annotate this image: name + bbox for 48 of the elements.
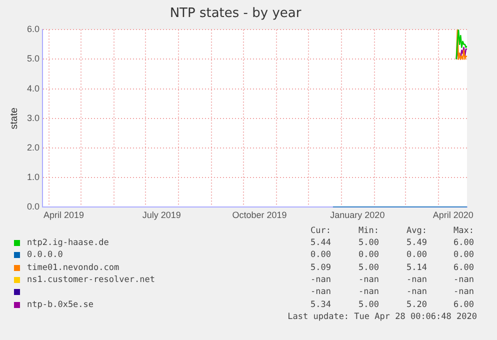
text: 5.00: [358, 300, 379, 310]
legend-label: time01.nevondo.com: [27, 262, 120, 273]
y-tick-label: 0.0: [26, 202, 40, 212]
y-tick-label: 2.0: [26, 142, 40, 152]
x-tick-label: October 2019: [232, 210, 287, 220]
text: 5.49: [406, 238, 427, 248]
text: 5.09: [310, 262, 331, 273]
text: 0.00: [452, 250, 474, 260]
text: Cur:: [310, 226, 331, 236]
text: 0.00: [358, 250, 379, 260]
text: 0.00: [406, 250, 427, 260]
text: 5.44: [310, 238, 331, 248]
text: -nan: [452, 287, 474, 298]
text: 6.00: [452, 262, 474, 273]
text: 5.00: [358, 238, 379, 248]
text: 5.00: [358, 262, 379, 273]
text: Last update: Tue Apr 28 00:06:48 2020: [288, 312, 477, 322]
x-tick-label: January 2020: [330, 210, 385, 220]
y-tick-label: 1.0: [26, 172, 40, 182]
legend-label: ns1.customer-resolver.net: [27, 274, 155, 285]
text: 5.20: [406, 300, 427, 310]
y-tick-label: 6.0: [26, 24, 40, 34]
y-axis-title: state: [8, 107, 20, 130]
text: 5.14: [406, 262, 427, 273]
text: Max:: [452, 226, 474, 236]
legend-label: ntp-b.0x5e.se: [27, 300, 94, 310]
text: -nan: [406, 287, 427, 298]
text: 6.00: [452, 300, 474, 310]
text: -nan: [358, 274, 379, 285]
text: -nan: [310, 287, 331, 298]
y-tick-label: 3.0: [26, 112, 40, 123]
x-tick-label: April 2019: [44, 210, 84, 220]
legend-label: 0.0.0.0: [27, 250, 63, 260]
text: -nan: [310, 274, 331, 285]
text: -nan: [452, 274, 474, 285]
y-tick-label: 4.0: [26, 83, 40, 94]
legend-label: ntp2.ig-haase.de: [27, 238, 109, 248]
chart-title: NTP states - by year: [170, 6, 302, 22]
y-tick-label: 5.0: [26, 54, 40, 64]
text: Avg:: [406, 226, 427, 236]
x-tick-label: July 2019: [142, 210, 181, 220]
text: -nan: [358, 287, 379, 298]
text: 0.00: [310, 250, 331, 260]
text: 6.00: [452, 238, 474, 248]
text: 5.34: [310, 300, 331, 310]
text: Min:: [358, 226, 379, 236]
x-tick-label: April 2020: [432, 210, 474, 220]
text: -nan: [406, 274, 427, 285]
